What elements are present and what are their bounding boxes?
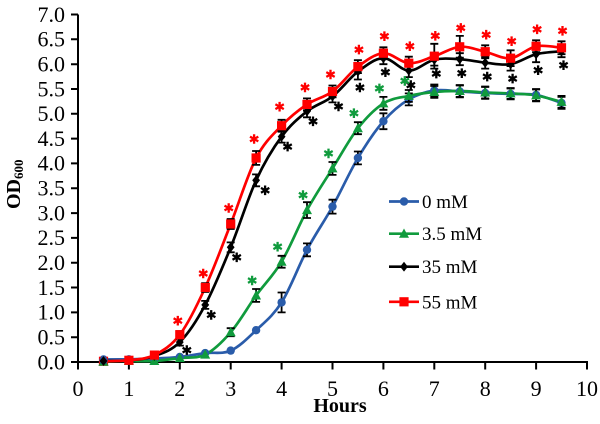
svg-text:7.0: 7.0 xyxy=(38,2,66,27)
svg-text:9: 9 xyxy=(531,376,542,401)
svg-text:5.0: 5.0 xyxy=(38,101,66,126)
svg-text:0: 0 xyxy=(73,376,84,401)
svg-text:0.0: 0.0 xyxy=(38,349,66,374)
svg-text:0 mM: 0 mM xyxy=(422,192,468,213)
svg-text:2.5: 2.5 xyxy=(38,225,66,250)
svg-text:6.5: 6.5 xyxy=(38,27,66,52)
svg-text:3.0: 3.0 xyxy=(38,200,66,225)
svg-text:6: 6 xyxy=(378,376,389,401)
svg-text:4.0: 4.0 xyxy=(38,151,66,176)
svg-text:2.0: 2.0 xyxy=(38,250,66,275)
svg-text:55 mM: 55 mM xyxy=(422,292,478,313)
svg-text:3: 3 xyxy=(225,376,236,401)
svg-text:1.5: 1.5 xyxy=(38,275,66,300)
svg-text:1: 1 xyxy=(123,376,134,401)
svg-text:6.0: 6.0 xyxy=(38,52,66,77)
svg-text:7: 7 xyxy=(429,376,440,401)
svg-text:5.5: 5.5 xyxy=(38,76,66,101)
svg-text:2: 2 xyxy=(174,376,185,401)
svg-text:1.0: 1.0 xyxy=(38,300,66,325)
svg-text:4: 4 xyxy=(276,376,287,401)
svg-text:10: 10 xyxy=(576,376,598,401)
svg-text:8: 8 xyxy=(480,376,491,401)
svg-text:4.5: 4.5 xyxy=(38,126,66,151)
svg-text:3.5 mM: 3.5 mM xyxy=(422,224,482,245)
svg-text:3.5: 3.5 xyxy=(38,176,66,201)
svg-text:0.5: 0.5 xyxy=(38,325,66,350)
svg-text:Hours: Hours xyxy=(313,395,367,417)
svg-text:5: 5 xyxy=(327,376,338,401)
svg-text:35 mM: 35 mM xyxy=(422,257,478,278)
